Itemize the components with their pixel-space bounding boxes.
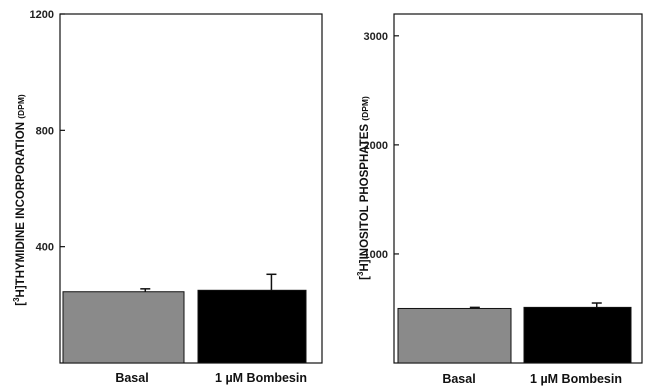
x-tick-label: 1 µM Bombesin	[215, 371, 307, 385]
bar-bombesin	[197, 289, 307, 364]
y-tick-label: 800	[36, 125, 54, 137]
x-tick-labels-right: Basal 1 µM Bombesin	[442, 372, 622, 386]
bar-bombesin	[523, 306, 632, 364]
chart-right: 1000 2000 3000 Basal 1 µM Bombesin [3H]INOS…	[356, 13, 643, 386]
x-tick-label: Basal	[442, 372, 475, 386]
y-tick-label: 400	[36, 242, 54, 254]
y-tick-label: 2000	[364, 140, 388, 152]
y-tick-label: 1200	[30, 9, 54, 21]
plot-frame-left	[59, 13, 323, 364]
bar-basal	[62, 291, 185, 364]
plot-frame-right	[393, 13, 643, 364]
bar-basal	[397, 307, 512, 364]
bars-left	[62, 273, 307, 364]
y-tick-label: 1000	[364, 249, 388, 261]
y-axis-label-right: [3H]INOSITOL PHOSPHATES (DPM)	[356, 96, 371, 280]
bars-right	[397, 302, 632, 364]
x-tick-label: 1 µM Bombesin	[530, 372, 622, 386]
y-ticks-left: 400 800 1200	[30, 9, 65, 254]
chart-left: 400 800 1200 Basal 1 µM Bombesin [3H]THYMID…	[12, 9, 323, 385]
y-axis-label-left: [3H]THYMIDINE INCORPORATION (DPM)	[12, 94, 27, 306]
y-ticks-right: 1000 2000 3000	[364, 31, 399, 261]
x-tick-labels-left: Basal 1 µM Bombesin	[115, 371, 307, 385]
x-tick-label: Basal	[115, 371, 148, 385]
y-tick-label: 3000	[364, 31, 388, 43]
